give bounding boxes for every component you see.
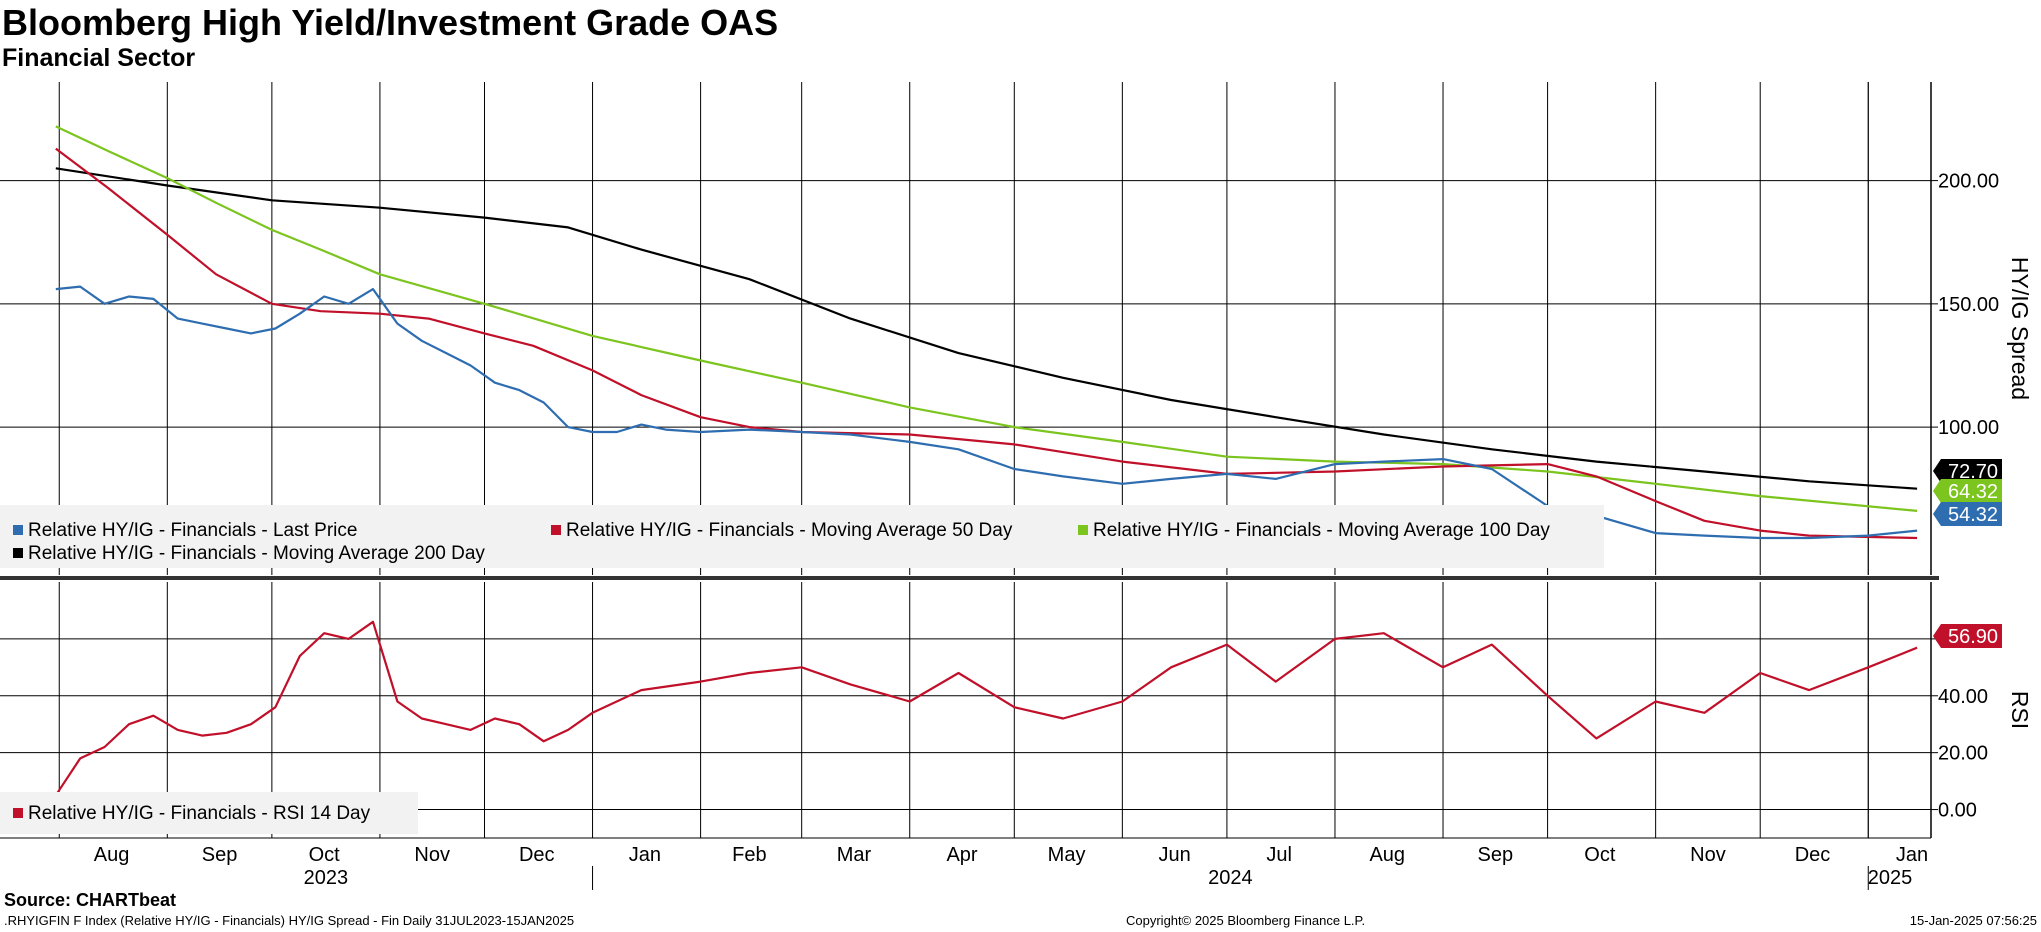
y-tick-label: 200.00 [1938, 171, 1999, 193]
series-line [55, 147, 1918, 540]
legend-swatch [1078, 525, 1088, 535]
last-value-label: 56.90 [1948, 626, 1998, 648]
series-line [55, 167, 1918, 490]
legend-entry: Relative HY/IG - Financials - Moving Ave… [1093, 520, 1550, 541]
last-value-tag [1933, 624, 2002, 648]
x-month-label: May [1048, 844, 1086, 866]
last-value-label: 64.32 [1948, 481, 1998, 503]
footer-left: .RHYIGFIN F Index (Relative HY/IG - Fina… [4, 913, 575, 928]
x-month-label: Nov [414, 844, 450, 866]
legend-swatch [13, 808, 23, 818]
legend-box-bottom [0, 792, 418, 834]
source-label: Source: CHARTbeat [4, 890, 177, 910]
x-year-label: 2023 [304, 867, 349, 889]
x-month-label: Apr [946, 844, 977, 866]
x-month-label: Dec [1795, 844, 1831, 866]
legend-swatch [13, 548, 23, 558]
y-tick-label: 40.00 [1938, 686, 1988, 708]
y-tick-label: 20.00 [1938, 743, 1988, 765]
x-month-label: Aug [1369, 844, 1405, 866]
legend: Relative HY/IG - Financials - Last Price… [0, 505, 1604, 834]
y-tick-label: 150.00 [1938, 294, 1999, 316]
footer-copyright: Copyright© 2025 Bloomberg Finance L.P. [1126, 913, 1366, 928]
x-month-label: Jan [629, 844, 661, 866]
y-axis-label: RSI [2007, 691, 2033, 729]
series-lines [54, 125, 1918, 796]
x-month-label: Jun [1159, 844, 1191, 866]
last-value-tag [1933, 502, 2002, 526]
chart-subtitle: Financial Sector [2, 44, 196, 72]
last-value-label: 72.70 [1948, 461, 1998, 483]
y-axis-label: HY/IG Spread [2007, 257, 2033, 400]
y-tick-label: 100.00 [1938, 417, 1999, 439]
legend-entry: Relative HY/IG - Financials - Moving Ave… [28, 543, 485, 564]
x-month-label: Oct [309, 844, 341, 866]
x-month-label: Jul [1266, 844, 1292, 866]
x-month-label: Sep [202, 844, 238, 866]
last-value-label: 54.32 [1948, 504, 1998, 526]
x-month-label: Oct [1584, 844, 1616, 866]
x-month-label: Sep [1478, 844, 1514, 866]
last-value-tag [1933, 479, 2002, 503]
y-tick-label: 0.00 [1938, 800, 1977, 822]
x-year-label: 2024 [1208, 867, 1253, 889]
x-month-label: Feb [732, 844, 766, 866]
x-year-label: 2025 [1868, 867, 1913, 889]
legend-swatch [13, 525, 23, 535]
series-line [54, 620, 1918, 796]
x-month-label: Nov [1690, 844, 1726, 866]
axes: 100.00 150.00 200.00 HY/IG Spread 0.00 20.00 4… [0, 82, 2033, 890]
legend-entry: Relative HY/IG - Financials - Last Price [28, 520, 357, 541]
x-month-label: Mar [837, 844, 872, 866]
last-value-tag [1933, 459, 2002, 483]
legend-entry: Relative HY/IG - Financials - Moving Ave… [566, 520, 1013, 541]
legend-entry: Relative HY/IG - Financials - RSI 14 Day [28, 803, 371, 824]
x-month-label: Dec [519, 844, 555, 866]
x-month-label: Aug [94, 844, 130, 866]
series-line [55, 125, 1918, 512]
legend-box-top [0, 505, 1604, 568]
legend-swatch [551, 525, 561, 535]
series-line [55, 285, 1918, 540]
footer-timestamp: 15-Jan-2025 07:56:25 [1909, 913, 2037, 928]
x-month-label: Jan [1896, 844, 1928, 866]
grid-layer [0, 82, 1931, 838]
chart-title: Bloomberg High Yield/Investment Grade OA… [2, 2, 779, 43]
